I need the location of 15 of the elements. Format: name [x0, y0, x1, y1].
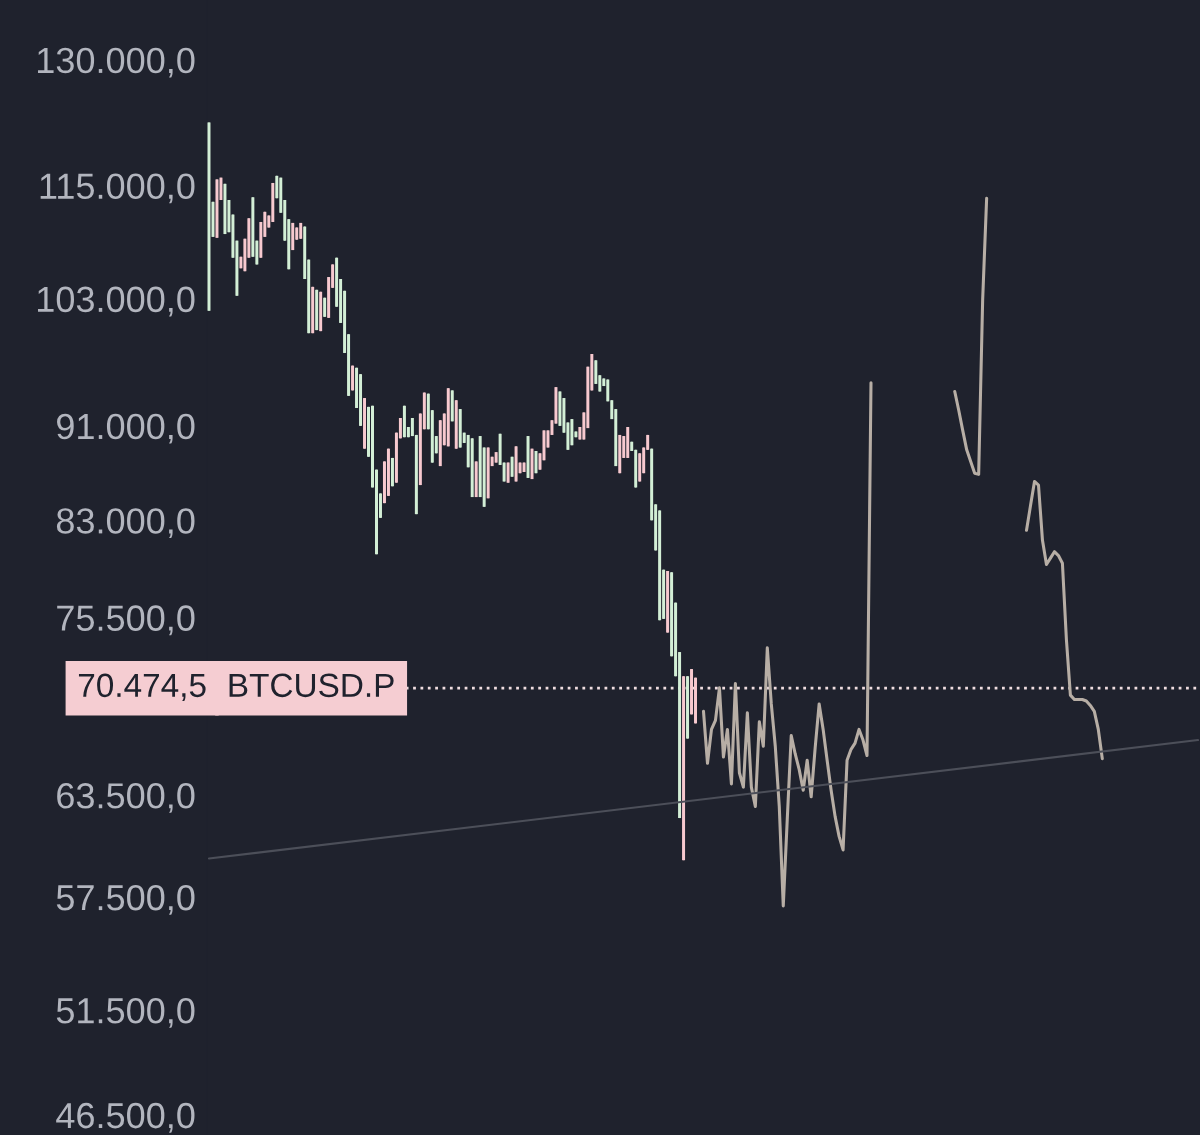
y-tick-label: 130.000,0 [38, 47, 195, 78]
annotation: BTCUSD.P [229, 673, 394, 698]
y-tick-label: 46.500,0 [56, 1102, 195, 1133]
y-tick-label: 103.000,0 [38, 286, 195, 317]
y-tick-label: 75.500,0 [57, 605, 195, 636]
ref-line-label: 70.474,5 [78, 673, 206, 702]
line-series [1024, 479, 1104, 761]
line-series [953, 196, 989, 476]
y-tick-label: 51.500,0 [56, 997, 195, 1028]
y-tick-label: 63.500,0 [57, 783, 195, 813]
y-tick-label: 57.500,0 [56, 884, 195, 915]
y-tick-label: 115.000,0 [40, 173, 195, 204]
line-series [701, 381, 873, 908]
y-tick-label: 91.000,0 [57, 413, 195, 444]
y-tick-label: 83.000,0 [56, 508, 195, 539]
